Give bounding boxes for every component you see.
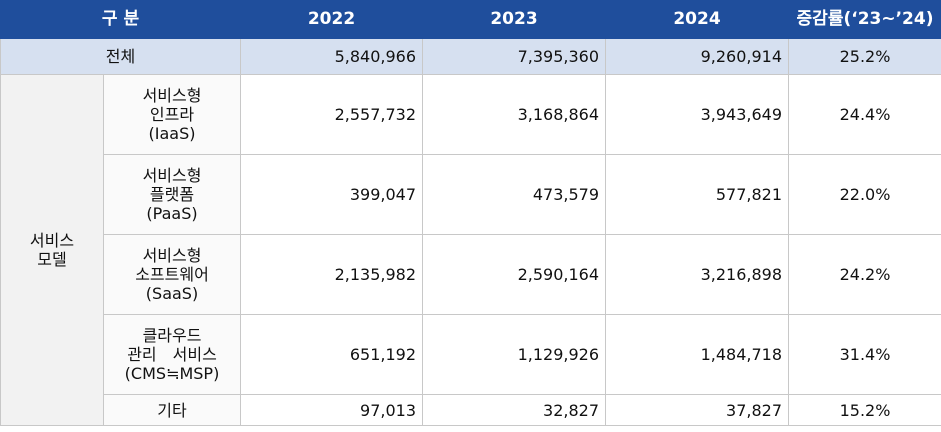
label-line: 소프트웨어 <box>135 265 209 284</box>
header-year: 2024 <box>605 0 790 39</box>
total-label: 전체 <box>0 38 242 75</box>
label-line: (IaaS) <box>148 124 196 143</box>
header-label: 구 분 <box>0 0 242 39</box>
total-row: 전체 5,840,966 7,395,360 9,260,914 25.2% <box>0 38 941 75</box>
label-line: 서비스형 <box>142 246 202 265</box>
row-value: 37,827 <box>605 394 790 426</box>
data-row: 서비스 모델 서비스형 인프라 (IaaS) 2,557,732 3,168,864 3,94… <box>0 74 941 426</box>
row-change: 24.2% <box>788 234 941 315</box>
label-line: 서비스형 <box>142 86 202 105</box>
data-row: 서비스형 플랫폼 (PaaS) 399,047 473,579 577,821 22.0% <box>1 154 941 235</box>
row-change: 22.0% <box>788 154 941 235</box>
row-value: 3,943,649 <box>605 74 790 155</box>
row-value: 2,590,164 <box>422 234 607 315</box>
row-value: 3,216,898 <box>605 234 790 315</box>
label-line: 관리 서비스 <box>127 345 217 364</box>
label-line: 클라우드 <box>142 326 202 345</box>
row-value: 1,129,926 <box>422 314 607 395</box>
label-line: (CMS≒MSP) <box>124 364 220 383</box>
row-value: 2,135,982 <box>240 234 424 315</box>
total-value: 9,260,914 <box>605 38 790 75</box>
row-value: 651,192 <box>240 314 424 395</box>
group-label: 서비스 모델 <box>0 74 104 426</box>
row-value: 1,484,718 <box>605 314 790 395</box>
row-value: 473,579 <box>422 154 607 235</box>
header-row: 구 분 2022 2023 2024 증감률(‘23~’24) <box>0 0 941 39</box>
row-change: 31.4% <box>788 314 941 395</box>
label-line: 모델 <box>37 250 67 269</box>
total-change: 25.2% <box>788 38 941 75</box>
header-year: 2022 <box>240 0 424 39</box>
row-label: 서비스형 플랫폼 (PaaS) <box>102 154 242 235</box>
row-label: 클라우드 관리 서비스 (CMS≒MSP) <box>102 314 242 395</box>
data-row: 서비스형 소프트웨어 (SaaS) 2,135,982 2,590,164 3,216,8… <box>1 234 941 315</box>
data-row: 기타 97,013 32,827 37,827 15.2% <box>1 394 941 426</box>
label-line: 서비스형 <box>142 166 202 185</box>
row-label: 서비스형 인프라 (IaaS) <box>102 74 242 155</box>
header-change: 증감률(‘23~’24) <box>788 0 941 39</box>
row-value: 3,168,864 <box>422 74 607 155</box>
row-value: 577,821 <box>605 154 790 235</box>
label-line: 기타 <box>157 400 187 420</box>
label-line: 플랫폼 <box>149 185 195 204</box>
row-value: 32,827 <box>422 394 607 426</box>
total-value: 7,395,360 <box>422 38 607 75</box>
row-label: 기타 <box>102 394 242 426</box>
header-year: 2023 <box>422 0 607 39</box>
row-change: 15.2% <box>788 394 941 426</box>
label-line: 서비스 <box>29 231 75 250</box>
row-label: 서비스형 소프트웨어 (SaaS) <box>102 234 242 315</box>
row-change: 24.4% <box>788 74 941 155</box>
label-line: (SaaS) <box>145 284 199 303</box>
label-line: (PaaS) <box>146 204 198 223</box>
row-value: 2,557,732 <box>240 74 424 155</box>
label-line: 인프라 <box>149 105 195 124</box>
row-value: 399,047 <box>240 154 424 235</box>
row-value: 97,013 <box>240 394 424 426</box>
total-value: 5,840,966 <box>240 38 424 75</box>
data-row: 클라우드 관리 서비스 (CMS≒MSP) 651,192 1,129,926 1,484… <box>1 314 941 395</box>
